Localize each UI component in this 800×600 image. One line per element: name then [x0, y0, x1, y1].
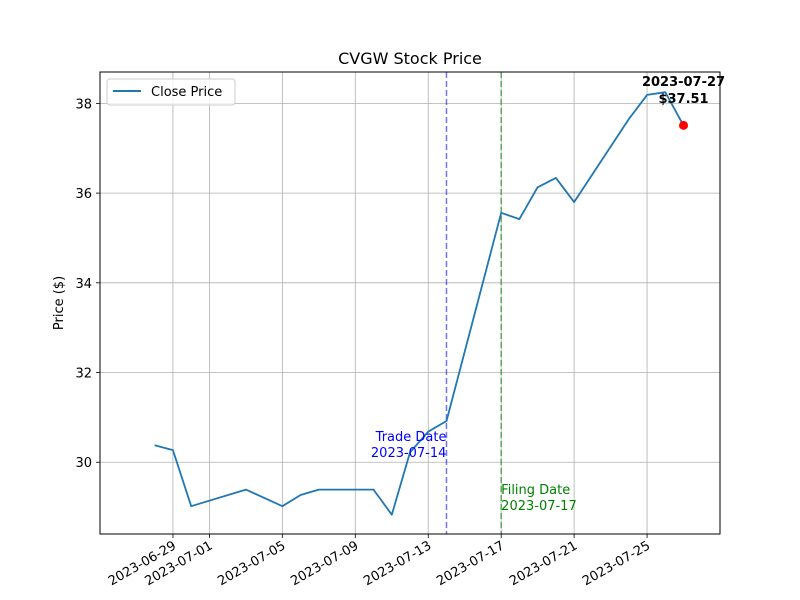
legend-label-close-price: Close Price [151, 85, 222, 100]
y-axis-ticks: 30 32 34 36 38 [75, 97, 100, 471]
filing-date-label: Filing Date [501, 483, 570, 498]
last-point-marker [679, 120, 689, 130]
y-tick-label: 30 [75, 456, 92, 471]
legend-box [106, 78, 236, 106]
y-axis-label: Price ($) [52, 276, 67, 330]
grid-lines [100, 72, 720, 534]
y-tick-label: 34 [75, 277, 92, 292]
series-line-close-price [154, 91, 685, 516]
date-markers [445, 72, 502, 534]
last-point-date: 2023-07-27 [642, 75, 725, 90]
legend: Close Price [106, 78, 236, 106]
plot-frame [99, 71, 721, 535]
trade-date-label: Trade Date [375, 430, 447, 445]
series-layer [154, 91, 689, 516]
y-tick-label: 32 [75, 367, 92, 382]
y-tick-label: 36 [75, 187, 92, 202]
trade-date-value: 2023-07-14 [371, 446, 447, 461]
chart-title: CVGW Stock Price [338, 49, 482, 68]
annotations: Trade Date 2023-07-14 Filing Date 2023-0… [371, 75, 725, 514]
filing-date-value: 2023-07-17 [501, 499, 577, 514]
y-tick-label: 38 [75, 97, 92, 112]
last-point-price: $37.51 [658, 92, 708, 107]
